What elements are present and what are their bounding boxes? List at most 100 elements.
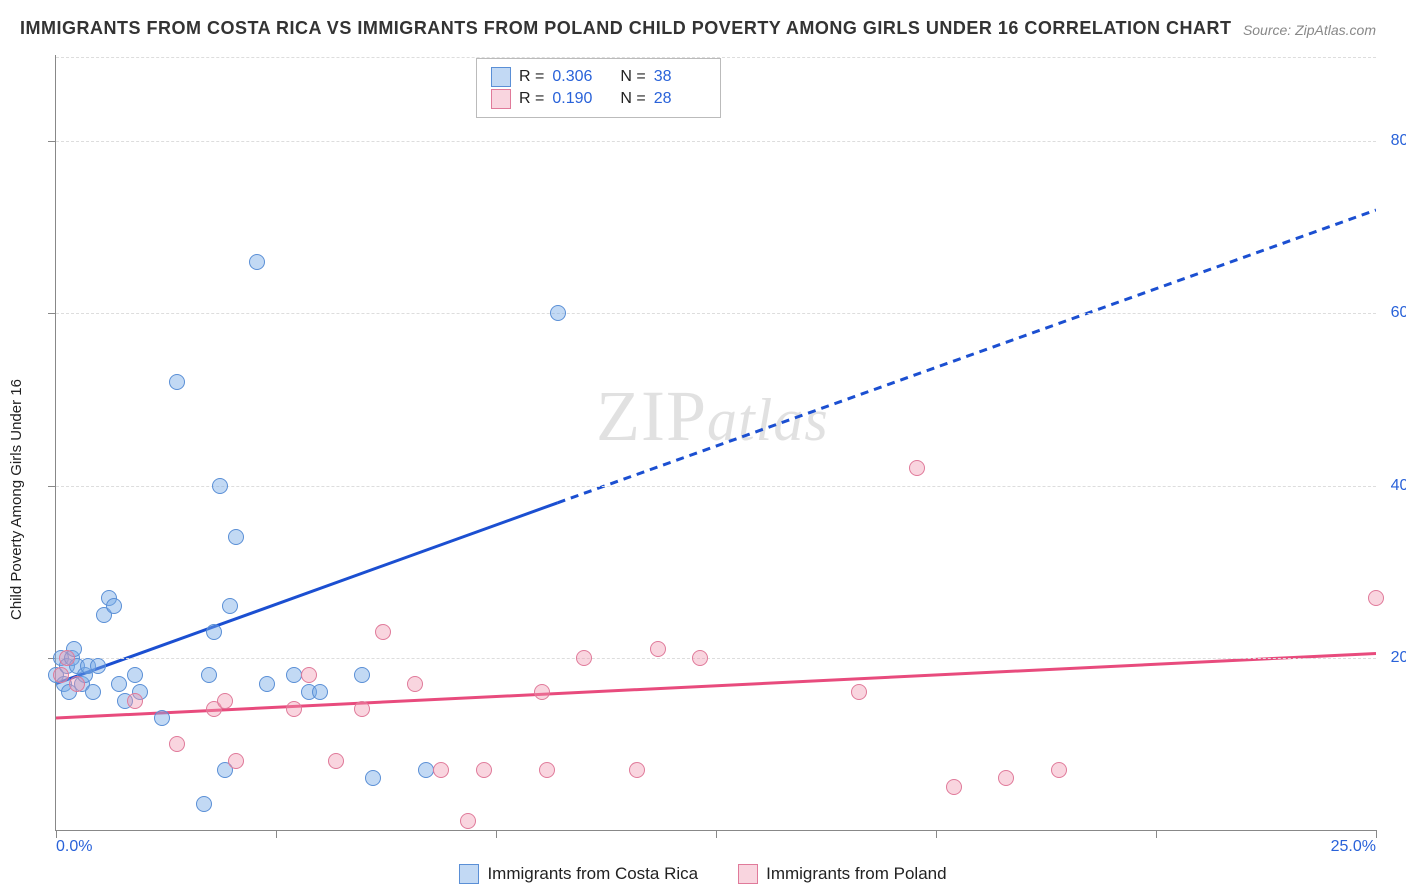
legend-n-label: N =: [620, 68, 645, 86]
data-point-costa_rica: [85, 684, 101, 700]
data-point-poland: [650, 641, 666, 657]
data-point-costa_rica: [228, 529, 244, 545]
data-point-costa_rica: [550, 305, 566, 321]
data-point-poland: [909, 460, 925, 476]
gridline-horizontal: [56, 313, 1376, 314]
y-axis-label: Child Poverty Among Girls Under 16: [8, 379, 25, 620]
data-point-poland: [539, 762, 555, 778]
data-point-poland: [217, 693, 233, 709]
legend-swatch-costa-rica: [459, 864, 479, 884]
legend-swatch-costa-rica: [491, 67, 511, 87]
data-point-poland: [476, 762, 492, 778]
data-point-poland: [354, 701, 370, 717]
legend-bottom: Immigrants from Costa Rica Immigrants fr…: [0, 864, 1406, 884]
legend-stats-row: R = 0.190 N = 28: [491, 89, 706, 109]
legend-n-label: N =: [620, 90, 645, 108]
data-point-costa_rica: [169, 374, 185, 390]
data-point-poland: [998, 770, 1014, 786]
source-attribution: Source: ZipAtlas.com: [1243, 22, 1376, 38]
data-point-poland: [375, 624, 391, 640]
x-tick: [496, 830, 497, 838]
data-point-poland: [460, 813, 476, 829]
legend-r-label: R =: [519, 68, 544, 86]
legend-item-poland: Immigrants from Poland: [738, 864, 946, 884]
trend-line: [56, 503, 558, 684]
data-point-costa_rica: [127, 667, 143, 683]
y-tick-label: 40.0%: [1391, 477, 1406, 495]
data-point-poland: [1368, 590, 1384, 606]
x-tick: [276, 830, 277, 838]
data-point-costa_rica: [111, 676, 127, 692]
legend-n-value: 28: [654, 90, 706, 108]
legend-swatch-poland: [738, 864, 758, 884]
data-point-costa_rica: [259, 676, 275, 692]
data-point-poland: [328, 753, 344, 769]
legend-label: Immigrants from Poland: [766, 864, 946, 884]
x-tick-label: 25.0%: [1331, 838, 1376, 856]
trend-line: [56, 653, 1376, 718]
data-point-poland: [59, 650, 75, 666]
data-point-costa_rica: [206, 624, 222, 640]
data-point-costa_rica: [418, 762, 434, 778]
data-point-poland: [228, 753, 244, 769]
data-point-poland: [286, 701, 302, 717]
gridline-horizontal: [56, 57, 1376, 58]
data-point-poland: [576, 650, 592, 666]
y-tick: [48, 486, 56, 487]
legend-r-label: R =: [519, 90, 544, 108]
legend-stats-box: R = 0.306 N = 38 R = 0.190 N = 28: [476, 58, 721, 118]
data-point-poland: [301, 667, 317, 683]
legend-r-value: 0.190: [552, 90, 604, 108]
gridline-horizontal: [56, 141, 1376, 142]
y-tick-label: 60.0%: [1391, 304, 1406, 322]
y-tick-label: 80.0%: [1391, 132, 1406, 150]
gridline-horizontal: [56, 486, 1376, 487]
legend-label: Immigrants from Costa Rica: [487, 864, 698, 884]
data-point-poland: [692, 650, 708, 666]
watermark-zip: ZIP: [596, 376, 707, 456]
data-point-costa_rica: [154, 710, 170, 726]
data-point-poland: [629, 762, 645, 778]
chart-plot-area: ZIPatlas R = 0.306 N = 38 R = 0.190 N = …: [55, 55, 1376, 831]
y-tick-label: 20.0%: [1391, 649, 1406, 667]
legend-n-value: 38: [654, 68, 706, 86]
trend-lines-layer: [56, 55, 1376, 830]
x-tick: [1376, 830, 1377, 838]
x-tick: [1156, 830, 1157, 838]
data-point-poland: [407, 676, 423, 692]
gridline-horizontal: [56, 658, 1376, 659]
data-point-poland: [1051, 762, 1067, 778]
trend-line: [558, 210, 1376, 503]
data-point-poland: [69, 676, 85, 692]
watermark-atlas: atlas: [707, 387, 829, 453]
data-point-poland: [851, 684, 867, 700]
data-point-poland: [53, 667, 69, 683]
legend-r-value: 0.306: [552, 68, 604, 86]
chart-title: IMMIGRANTS FROM COSTA RICA VS IMMIGRANTS…: [20, 18, 1232, 39]
y-tick: [48, 313, 56, 314]
legend-stats-row: R = 0.306 N = 38: [491, 67, 706, 87]
data-point-costa_rica: [354, 667, 370, 683]
data-point-costa_rica: [312, 684, 328, 700]
data-point-poland: [169, 736, 185, 752]
data-point-costa_rica: [212, 478, 228, 494]
legend-item-costa-rica: Immigrants from Costa Rica: [459, 864, 698, 884]
watermark-text: ZIPatlas: [596, 375, 829, 458]
x-tick-label: 0.0%: [56, 838, 92, 856]
data-point-costa_rica: [201, 667, 217, 683]
x-tick: [56, 830, 57, 838]
data-point-costa_rica: [106, 598, 122, 614]
x-tick: [716, 830, 717, 838]
data-point-poland: [534, 684, 550, 700]
data-point-poland: [946, 779, 962, 795]
y-tick: [48, 141, 56, 142]
data-point-costa_rica: [222, 598, 238, 614]
data-point-poland: [433, 762, 449, 778]
data-point-costa_rica: [365, 770, 381, 786]
data-point-poland: [127, 693, 143, 709]
data-point-costa_rica: [196, 796, 212, 812]
data-point-costa_rica: [286, 667, 302, 683]
data-point-costa_rica: [249, 254, 265, 270]
data-point-costa_rica: [90, 658, 106, 674]
legend-swatch-poland: [491, 89, 511, 109]
